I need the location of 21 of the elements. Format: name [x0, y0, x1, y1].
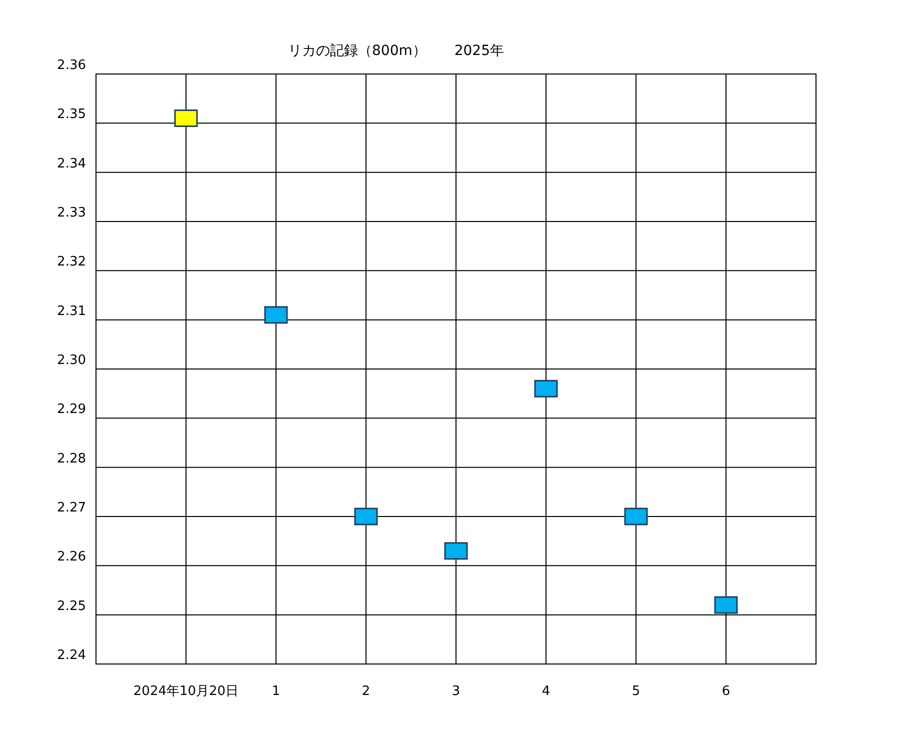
- y-tick-label: 2.33: [57, 206, 86, 220]
- y-tick-label: 2.34: [57, 156, 86, 172]
- x-tick-label: 3: [452, 684, 460, 699]
- x-tick-label: 2024年10月20日: [133, 684, 239, 699]
- y-tick-label: 2.26: [57, 550, 86, 565]
- x-tick-label: 6: [722, 684, 730, 699]
- y-tick-label: 2.27: [57, 500, 86, 516]
- y-tick-label: 2.35: [57, 107, 86, 122]
- y-tick-label: 2.25: [57, 598, 86, 614]
- y-tick-label: 2.30: [57, 353, 86, 368]
- y-tick-label: 2.31: [57, 304, 86, 319]
- chart-title: リカの記録（800m） 2025年: [288, 43, 504, 59]
- x-tick-label: 5: [632, 684, 640, 699]
- x-tick-label: 1: [272, 684, 280, 699]
- x-tick-label: 2: [362, 684, 370, 699]
- y-tick-label: 2.24: [57, 648, 86, 663]
- y-tick-label: 2.29: [57, 402, 86, 418]
- y-tick-label: 2.32: [57, 254, 86, 270]
- y-tick-label: 2.36: [57, 58, 86, 73]
- x-tick-label: 4: [542, 684, 550, 699]
- y-tick-label: 2.28: [57, 451, 86, 466]
